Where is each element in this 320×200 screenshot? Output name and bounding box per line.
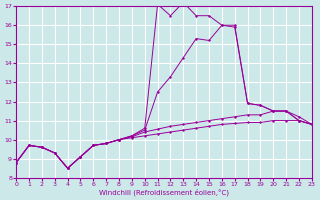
X-axis label: Windchill (Refroidissement éolien,°C): Windchill (Refroidissement éolien,°C) [99, 188, 229, 196]
